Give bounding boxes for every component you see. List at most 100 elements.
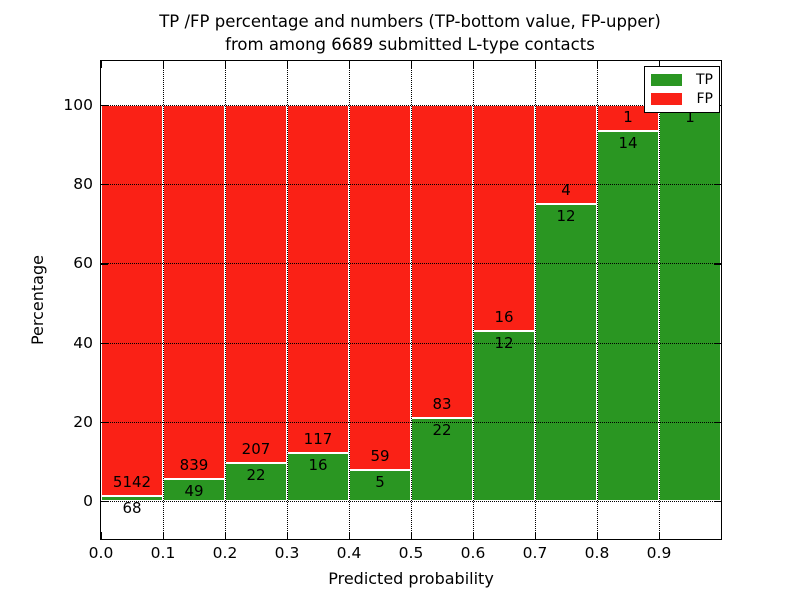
bar-fp-segment	[535, 105, 597, 204]
y-tick-mark	[101, 501, 108, 503]
x-tick-mark	[597, 532, 599, 539]
fp-count-label: 207	[241, 439, 271, 458]
bar-tp-segment	[659, 105, 721, 501]
y-tick-mark	[714, 342, 721, 344]
bar-fp-segment	[287, 105, 349, 454]
bar-fp-segment	[225, 105, 287, 463]
bar-tp-segment	[411, 418, 473, 501]
legend-swatch-tp	[651, 73, 682, 86]
h-gridline	[101, 184, 721, 186]
x-tick-mark	[163, 532, 165, 539]
bar-fp-segment	[101, 105, 163, 496]
x-tick-mark	[287, 61, 289, 68]
bar-tp-segment	[473, 331, 535, 501]
bar-tp-segment	[163, 479, 225, 501]
bar-fp-segment	[349, 105, 411, 471]
bar-tp-segment	[349, 470, 411, 501]
y-tick-label: 40	[73, 333, 93, 352]
x-tick-mark	[349, 61, 351, 68]
h-gridline	[101, 421, 721, 423]
v-gridline	[535, 61, 536, 539]
bar-tp-segment	[287, 453, 349, 501]
bar-fp-segment	[411, 105, 473, 419]
bar-tp-segment	[535, 204, 597, 501]
x-tick-mark	[535, 532, 537, 539]
x-tick-label: 0.4	[336, 544, 362, 562]
x-tick-label: 0.5	[398, 544, 424, 562]
x-tick-mark	[101, 61, 103, 68]
x-tick-label: 0.6	[460, 544, 486, 562]
h-gridline	[101, 342, 721, 344]
x-tick-mark	[411, 532, 413, 539]
bar-tp-segment	[101, 495, 163, 501]
v-gridline	[163, 61, 164, 539]
chart-title-line1: TP /FP percentage and numbers (TP-bottom…	[159, 12, 661, 31]
y-tick-mark	[101, 184, 108, 186]
tp-count-label: 12	[556, 207, 576, 225]
bar-tp-segment	[597, 131, 659, 501]
x-tick-mark	[163, 61, 165, 68]
x-tick-mark	[225, 532, 227, 539]
fp-count-label: 5142	[112, 472, 152, 491]
x-tick-mark	[721, 532, 723, 539]
y-tick-mark	[101, 263, 108, 265]
x-tick-mark	[287, 532, 289, 539]
x-tick-mark	[473, 61, 475, 68]
h-gridline	[101, 263, 721, 265]
bar-fp-segment	[473, 105, 535, 332]
x-tick-mark	[597, 61, 599, 68]
h-gridline	[101, 501, 721, 502]
tp-count-label: 68	[122, 498, 142, 517]
bar-tp-segment	[225, 462, 287, 501]
x-tick-label: 0.1	[150, 544, 176, 562]
tp-count-label: 49	[184, 482, 204, 501]
y-tick-label: 100	[63, 96, 93, 114]
x-tick-mark	[535, 61, 537, 68]
fp-count-label: 839	[179, 456, 209, 475]
y-tick-mark	[714, 421, 721, 424]
v-gridline	[349, 61, 350, 539]
legend-row: TP	[651, 71, 713, 88]
v-gridline	[597, 61, 598, 539]
x-tick-mark	[411, 61, 413, 68]
legend-row: FP	[651, 91, 713, 108]
v-gridline	[287, 61, 288, 539]
y-axis-label: Percentage	[28, 255, 47, 346]
x-tick-mark	[349, 532, 351, 539]
legend-item-label: TP	[696, 71, 713, 88]
plot-area: 5142 68 839 49 207 22 117 16 59 5 83 22 16 12 4 12 1 14 1 …	[28, 60, 723, 588]
tp-count-label: 16	[308, 456, 328, 475]
y-tick-label: 80	[73, 175, 93, 194]
fp-count-label: 83	[432, 395, 452, 414]
y-tick-label: 20	[73, 412, 93, 431]
bar-fp-segment	[163, 105, 225, 480]
x-tick-mark	[473, 532, 475, 539]
x-tick-label: 0.9	[646, 544, 672, 562]
x-tick-label: 0.3	[274, 544, 300, 562]
x-tick-mark	[225, 61, 227, 68]
legend-swatch-fp	[651, 93, 682, 106]
h-gridline	[101, 105, 721, 106]
y-tick-mark	[714, 184, 721, 186]
bar-labels-layer: 5142 68 839 49 207 22 117 16 59 5 83 22 16 12 4 12 1 14 1	[101, 61, 721, 539]
x-tick-label: 0.0	[88, 544, 114, 562]
y-tick-mark	[714, 263, 721, 265]
v-gridline	[225, 61, 226, 539]
tp-count-label: 22	[432, 421, 452, 440]
y-tick-label: 0	[83, 492, 93, 510]
fp-count-label: 117	[303, 430, 333, 449]
y-tick-mark	[714, 501, 721, 503]
fp-count-label: 4	[561, 181, 571, 199]
chart-title-line2: from among 6689 submitted L-type contact…	[225, 35, 595, 54]
v-gridline	[659, 61, 660, 539]
legend-item-label: FP	[696, 91, 714, 108]
v-gridline	[411, 61, 412, 539]
y-tick-mark	[101, 105, 108, 107]
legend: TP FP	[644, 66, 720, 113]
y-tick-mark	[101, 421, 108, 424]
bars-layer	[101, 61, 721, 539]
x-axis-label: Predicted probability	[328, 569, 494, 588]
chart-title: TP /FP percentage and numbers (TP-bottom…	[100, 10, 720, 56]
fp-count-label: 59	[370, 447, 390, 466]
